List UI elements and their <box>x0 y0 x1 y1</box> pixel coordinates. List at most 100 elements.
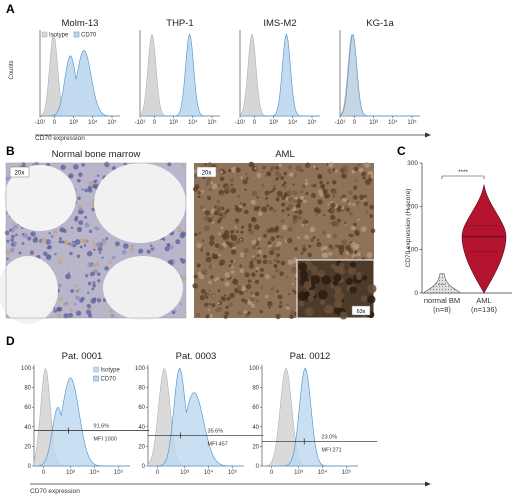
cd70-histogram <box>240 33 320 117</box>
aml-inset-mag-label: 63x <box>357 309 366 315</box>
histogram-thp-1: THP-1 -10¹ 0 10³ 10⁴ 10⁵ <box>135 18 220 126</box>
legend-cd70-swatch <box>93 375 99 382</box>
patient-histogram-2: Pat. 0003 0 20 40 60 80 100 0 10³ 10⁴ 10⁵ 35.6% MFI … <box>135 351 264 476</box>
legend-cd70-label: CD70 <box>101 377 117 383</box>
panel-a-histograms: Molm-13 -10¹ 0 10³ 10⁴ 10⁵ Isotype CD70 THP-1 -10… <box>35 18 420 126</box>
category-count: (n=136) <box>471 305 498 314</box>
normal-bm-mag-label: 20x <box>15 171 25 177</box>
x-tick-label: 10⁵ <box>114 469 124 476</box>
legend-cd70-swatch <box>73 31 80 38</box>
gate-percent: 35.6% <box>208 429 224 435</box>
x-tick-label: 10⁵ <box>228 469 238 476</box>
y-tick-label: 200 <box>407 203 418 210</box>
histogram-kg-1a: KG-1a -10¹ 0 10³ 10⁴ 10⁵ <box>335 18 420 126</box>
patient-title: Pat. 0001 <box>62 351 103 362</box>
mfi-label: MFI 457 <box>208 442 228 448</box>
x-tick-label: 10⁵ <box>207 119 217 126</box>
panel-d-histograms: Pat. 0001 0 20 40 60 80 100 0 10³ 10⁴ 10⁵ 91.6% MFI … <box>21 351 378 476</box>
aml-title: AML <box>275 149 295 160</box>
x-tick-label: 0 <box>42 470 46 476</box>
category-label: AML <box>476 296 491 305</box>
y-tick-label: 20 <box>24 444 31 450</box>
cell-line-title: IMS-M2 <box>263 18 296 29</box>
y-tick-label: 100 <box>21 366 32 372</box>
y-tick-label: 40 <box>138 425 145 431</box>
x-tick-label: 0 <box>53 120 57 126</box>
x-tick-label: 10⁴ <box>90 469 100 476</box>
y-tick-label: 60 <box>252 405 259 411</box>
cd70-histogram <box>339 34 420 117</box>
panel-letter-d: D <box>6 334 15 348</box>
x-tick-label: 10⁴ <box>288 119 298 126</box>
gate-percent: 23.0% <box>322 434 338 440</box>
y-tick-label: 20 <box>138 444 145 450</box>
y-tick-label: 0 <box>28 464 32 470</box>
cell-line-title: THP-1 <box>166 18 193 29</box>
y-tick-label: 60 <box>24 405 31 411</box>
panel-c-violin-chart: 0 100 200 300 CD70 expression (H-score) **** n… <box>405 160 512 314</box>
aml-mag-label: 20x <box>202 171 212 177</box>
x-tick-label: 10³ <box>294 470 303 476</box>
patient-histogram-3: Pat. 0012 0 20 40 60 80 100 0 10³ 10⁴ 10⁵ 23.0% MFI … <box>249 351 378 476</box>
x-tick-label: 10³ <box>69 120 78 126</box>
x-tick-label: 10³ <box>66 470 75 476</box>
y-tick-label: 300 <box>407 160 418 167</box>
y-tick-label: 0 <box>414 290 418 297</box>
panel-a-arrow-head <box>425 132 431 138</box>
mfi-label: MFI 271 <box>322 447 342 453</box>
y-tick-label: 0 <box>256 464 260 470</box>
histogram-ims-m2: IMS-M2 -10¹ 0 10³ 10⁴ 10⁵ <box>235 18 320 126</box>
y-axis-label: CD70 expression (H-score) <box>405 189 412 268</box>
cd70-histogram <box>33 377 130 467</box>
x-tick-label: 10⁵ <box>107 119 117 126</box>
x-tick-label: 10⁴ <box>388 119 398 126</box>
y-tick-label: 80 <box>252 386 259 392</box>
legend-isotype-swatch <box>41 31 48 38</box>
patient-title: Pat. 0003 <box>176 351 217 362</box>
x-tick-label: 0 <box>253 120 257 126</box>
x-tick-label: 10³ <box>169 120 178 126</box>
histogram-molm-13: Molm-13 -10¹ 0 10³ 10⁴ 10⁵ Isotype CD70 <box>35 18 120 126</box>
category-label: normal BM <box>424 296 460 305</box>
panel-letter-b: B <box>6 144 15 158</box>
panel-d-arrow-head <box>425 481 431 487</box>
x-tick-label: -10¹ <box>35 120 46 126</box>
y-tick-label: 40 <box>24 425 31 431</box>
y-tick-label: 0 <box>142 464 146 470</box>
normal-bm-image: 20x <box>0 161 187 324</box>
y-tick-label: 100 <box>249 366 260 372</box>
violin-normal-bm <box>423 273 461 294</box>
x-tick-label: 0 <box>270 470 274 476</box>
gate-percent: 91.6% <box>94 424 110 430</box>
x-tick-label: 0 <box>153 120 157 126</box>
cd70-histogram <box>140 33 220 117</box>
aml-image: 20x 63x <box>192 161 377 320</box>
violin-aml <box>461 184 507 294</box>
significance-label: **** <box>458 169 469 176</box>
panel-letter-a: A <box>6 2 15 16</box>
y-tick-label: 60 <box>138 405 145 411</box>
x-tick-label: -10¹ <box>135 120 146 126</box>
isotype-histogram <box>139 33 220 117</box>
cell-line-title: KG-1a <box>366 18 394 29</box>
y-tick-label: 80 <box>138 386 145 392</box>
y-tick-label: 20 <box>252 444 259 450</box>
normal-bm-title: Normal bone marrow <box>52 149 141 160</box>
x-tick-label: -10¹ <box>335 120 346 126</box>
panel-a-x-label: CD70 expression <box>35 135 85 142</box>
category-count: (n=8) <box>433 305 451 314</box>
x-tick-label: 10⁵ <box>407 119 417 126</box>
mfi-label: MFI 1000 <box>94 437 117 443</box>
patient-histogram-1: Pat. 0001 0 20 40 60 80 100 0 10³ 10⁴ 10⁵ 91.6% MFI … <box>21 351 150 476</box>
legend-isotype-swatch <box>93 366 99 373</box>
x-tick-label: 10⁴ <box>88 119 98 126</box>
x-tick-label: 10⁵ <box>307 119 317 126</box>
legend-cd70-label: CD70 <box>81 33 97 39</box>
x-tick-label: 10⁴ <box>204 469 214 476</box>
y-tick-label: 40 <box>252 425 259 431</box>
significance-bracket <box>441 175 485 179</box>
y-tick-label: 100 <box>407 247 418 254</box>
x-tick-label: 10⁴ <box>318 469 328 476</box>
x-tick-label: 0 <box>156 470 160 476</box>
